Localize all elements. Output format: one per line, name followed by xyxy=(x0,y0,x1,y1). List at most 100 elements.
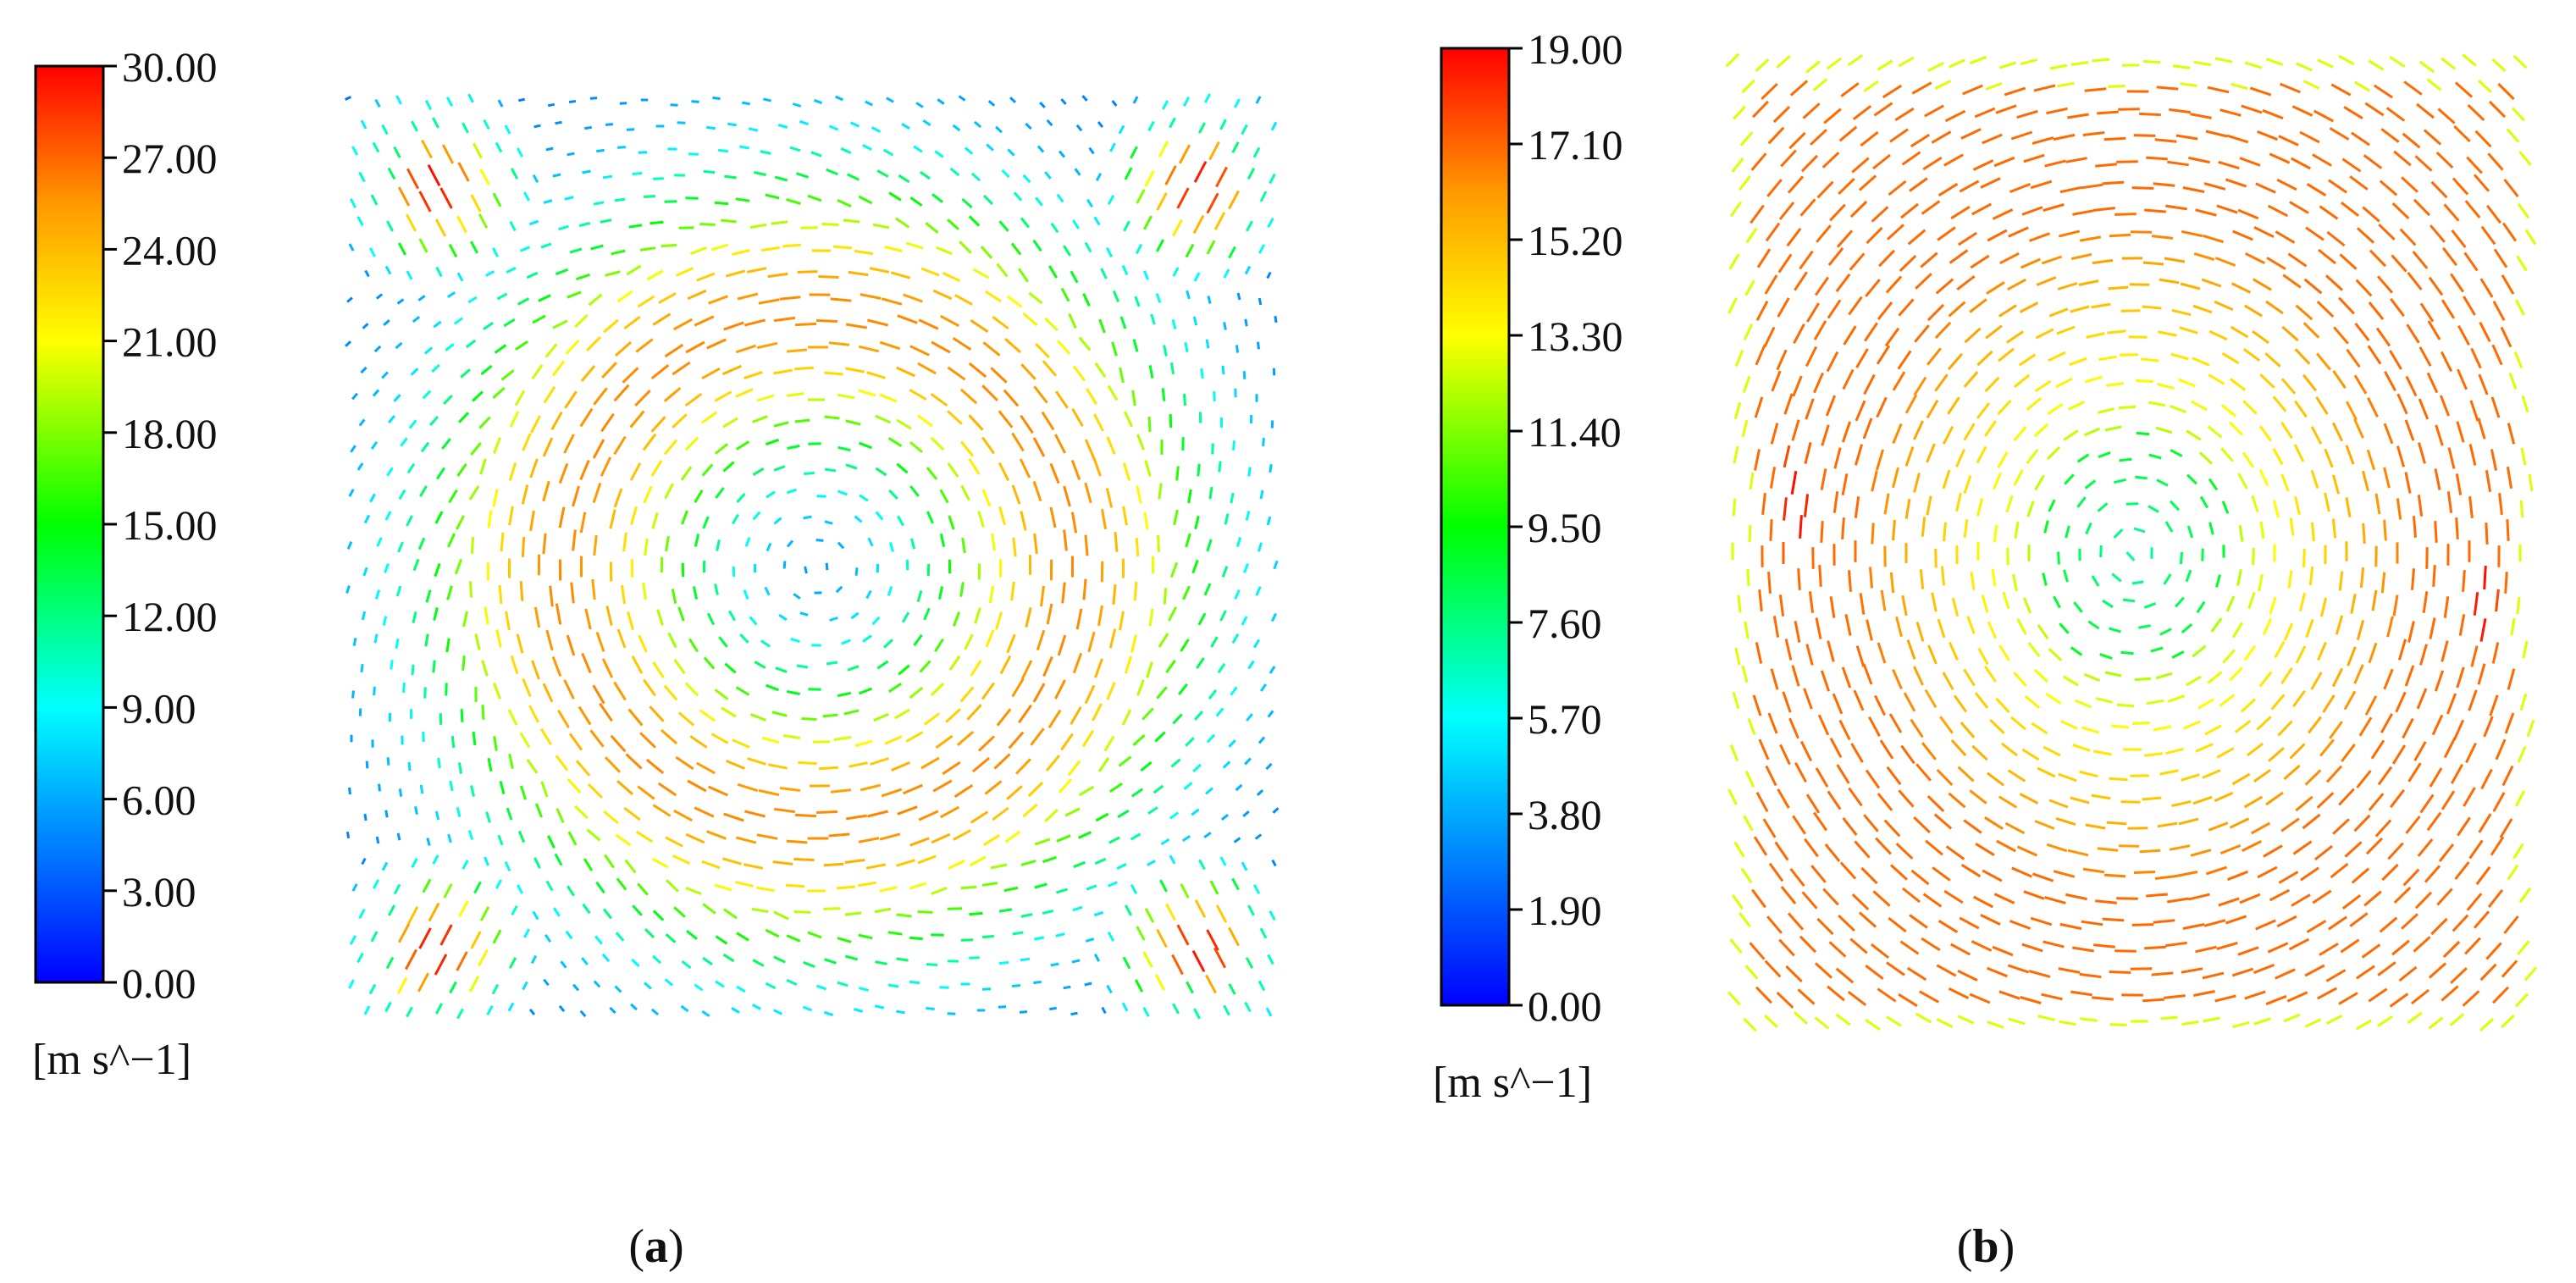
velocity-vector xyxy=(2218,897,2240,907)
velocity-vector xyxy=(829,617,838,622)
velocity-vector xyxy=(412,315,421,324)
velocity-vector xyxy=(2356,770,2372,788)
velocity-vector xyxy=(2093,749,2112,756)
velocity-vector xyxy=(1206,539,1213,552)
velocity-vector xyxy=(1768,862,1784,882)
velocity-vector xyxy=(773,910,789,921)
velocity-vector xyxy=(1739,175,1751,191)
velocity-vector xyxy=(822,713,838,718)
velocity-vector xyxy=(574,805,589,820)
velocity-vector xyxy=(1922,156,1943,171)
velocity-vector xyxy=(2458,614,2466,636)
velocity-vector xyxy=(1799,740,1813,762)
velocity-vector xyxy=(1060,733,1074,751)
velocity-vector xyxy=(1951,597,1960,617)
velocity-vector xyxy=(786,539,794,548)
velocity-vector xyxy=(2148,453,2162,460)
velocity-vector xyxy=(395,95,402,105)
velocity-vector xyxy=(2109,627,2121,633)
velocity-vector xyxy=(2290,157,2312,170)
velocity-vector xyxy=(2216,747,2235,759)
velocity-vector xyxy=(369,493,376,503)
velocity-vector xyxy=(470,194,482,213)
velocity-vector xyxy=(793,910,811,914)
velocity-vector xyxy=(572,983,580,992)
velocity-vector xyxy=(1032,480,1042,502)
velocity-vector xyxy=(2369,249,2387,268)
velocity-vector xyxy=(2463,296,2476,316)
velocity-vector xyxy=(798,760,817,766)
velocity-vector xyxy=(1054,679,1066,700)
velocity-vector xyxy=(898,664,910,676)
velocity-vector xyxy=(1136,189,1146,204)
velocity-vector xyxy=(2450,967,2468,984)
velocity-vector xyxy=(673,659,686,674)
velocity-vector xyxy=(1063,529,1068,551)
velocity-vector xyxy=(1779,744,1791,766)
velocity-vector xyxy=(2205,130,2228,138)
velocity-vector xyxy=(432,117,439,129)
velocity-vector xyxy=(2466,893,2483,911)
velocity-vector xyxy=(952,124,961,132)
velocity-vector xyxy=(2203,919,2226,927)
velocity-vector xyxy=(1203,583,1212,596)
velocity-vector xyxy=(1814,1016,1830,1030)
velocity-vector xyxy=(434,810,440,821)
velocity-vector xyxy=(506,807,513,821)
velocity-vector xyxy=(1192,214,1205,235)
velocity-vector xyxy=(2495,589,2500,612)
velocity-vector xyxy=(628,224,643,229)
colorbar-tick-label: 3.00 xyxy=(122,868,196,915)
velocity-vector xyxy=(830,297,852,302)
velocity-vector xyxy=(1144,460,1152,477)
velocity-vector xyxy=(579,1009,587,1018)
velocity-vector xyxy=(799,611,809,617)
velocity-vector xyxy=(1858,911,1877,928)
velocity-vector xyxy=(2495,738,2507,760)
velocity-vector xyxy=(2048,307,2069,318)
velocity-vector xyxy=(934,150,944,158)
velocity-vector xyxy=(937,586,944,600)
velocity-vector xyxy=(2479,963,2497,982)
velocity-vector xyxy=(1849,937,1868,954)
velocity-vector xyxy=(1746,568,1750,587)
velocity-vector xyxy=(505,611,511,631)
velocity-vector xyxy=(2070,646,2083,656)
velocity-vector xyxy=(2473,174,2490,192)
velocity-vector xyxy=(1111,341,1118,357)
velocity-vector xyxy=(1974,107,1996,119)
velocity-vector xyxy=(1874,694,1886,716)
velocity-vector xyxy=(1832,491,1839,513)
velocity-vector xyxy=(721,218,737,224)
velocity-vector xyxy=(2328,179,2347,194)
velocity-vector xyxy=(980,246,993,259)
velocity-vector xyxy=(497,834,504,846)
velocity-vector xyxy=(2351,867,2370,884)
velocity-vector xyxy=(1727,788,1738,805)
velocity-vector xyxy=(1853,689,1865,711)
velocity-vector xyxy=(2485,942,2502,960)
velocity-vector xyxy=(470,785,475,797)
velocity-vector xyxy=(826,661,838,666)
velocity-vector xyxy=(540,781,549,798)
velocity-vector xyxy=(2144,945,2166,950)
velocity-vector xyxy=(1057,634,1067,656)
velocity-vector xyxy=(1864,322,1878,342)
velocity-vector xyxy=(701,367,721,380)
velocity-vector xyxy=(481,660,489,677)
velocity-vector xyxy=(2070,990,2092,997)
velocity-vector xyxy=(542,533,547,555)
velocity-vector xyxy=(876,169,889,178)
velocity-vector xyxy=(2130,967,2153,971)
velocity-vector xyxy=(837,445,851,452)
velocity-vector xyxy=(2333,326,2349,345)
velocity-vector xyxy=(2033,84,2056,92)
velocity-vector xyxy=(495,629,502,648)
velocity-vector xyxy=(985,629,995,648)
velocity-vector xyxy=(2026,448,2039,465)
velocity-vector xyxy=(1246,713,1253,722)
velocity-vector xyxy=(1243,563,1249,573)
velocity-vector xyxy=(2437,108,2456,124)
velocity-vector xyxy=(2302,813,2321,830)
velocity-vector xyxy=(1756,248,1772,268)
